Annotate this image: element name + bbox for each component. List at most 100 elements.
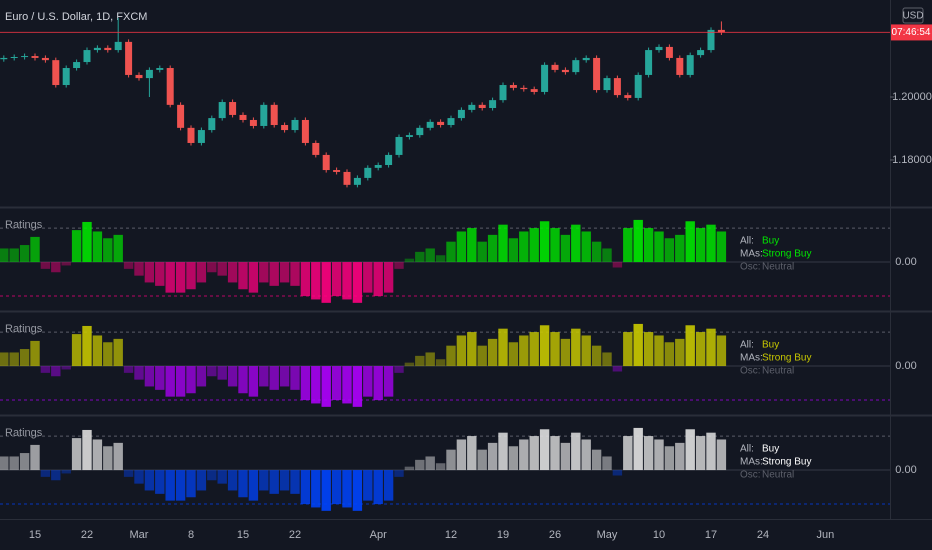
rating-bar	[103, 342, 113, 367]
rating-bar	[186, 366, 196, 394]
rating-bar	[508, 238, 519, 263]
rating-bar	[581, 231, 591, 263]
rating-bar	[623, 332, 633, 367]
rating-bar	[134, 262, 144, 276]
time-tick-label: 22	[81, 529, 93, 541]
rating-bar	[144, 366, 155, 387]
currency-box[interactable]	[902, 7, 924, 24]
rating-bar	[165, 470, 175, 501]
rating-bar	[519, 335, 529, 367]
candle-body	[322, 154, 330, 171]
rating-bar	[40, 262, 51, 269]
candle-body	[613, 78, 621, 96]
rating-bar	[238, 470, 248, 498]
rating-bar	[300, 366, 311, 401]
rating-bar	[113, 338, 123, 367]
rating-bar	[123, 262, 134, 269]
rating-bar	[51, 262, 61, 273]
rating-bar	[602, 352, 612, 367]
rating-bar	[529, 436, 539, 471]
rating-bar	[529, 228, 539, 263]
rating-bar	[155, 366, 165, 390]
time-tick-label: Jun	[817, 529, 835, 541]
candle-body	[624, 95, 632, 98]
candle-body	[156, 68, 164, 70]
legend-value: Strong Buy	[762, 353, 811, 364]
rating-bar	[269, 470, 279, 494]
rating-bar	[560, 338, 571, 367]
rating-bar	[82, 325, 92, 367]
rating-bar	[571, 328, 581, 367]
rating-bar	[706, 224, 716, 263]
rating-bar	[155, 262, 165, 286]
rating-bar	[259, 470, 269, 491]
candle-body	[509, 85, 517, 88]
rating-bar	[155, 470, 165, 494]
rating-bar	[591, 241, 602, 263]
legend-label: Osc:	[740, 470, 761, 481]
candle-body	[530, 89, 538, 92]
candle-body	[634, 74, 642, 98]
candle-body	[603, 78, 611, 91]
rating-bar	[227, 262, 238, 283]
rating-bar	[207, 470, 217, 481]
rating-bar	[134, 366, 144, 380]
candle-body	[665, 46, 673, 58]
rating-bar	[207, 366, 217, 377]
rating-bar	[529, 332, 539, 367]
rating-bar	[248, 262, 259, 293]
rating-bar	[477, 345, 487, 367]
rating-bar	[123, 470, 134, 477]
rating-bar	[259, 262, 269, 283]
rating-bar	[207, 262, 217, 273]
rating-bar	[279, 470, 290, 491]
rating-bar	[435, 463, 446, 471]
rating-bar	[415, 459, 425, 471]
rating-bar	[571, 224, 581, 263]
rating-bar	[633, 323, 643, 367]
rating-bar	[61, 366, 71, 370]
rating-bar	[716, 335, 727, 367]
rating-bar	[685, 325, 695, 367]
rating-bar	[425, 352, 435, 367]
candle-body	[582, 57, 590, 61]
rating-bar	[539, 429, 550, 471]
rating-bar	[623, 436, 633, 471]
rating-bar	[415, 251, 425, 263]
rating-bar	[716, 439, 727, 471]
rating-bar	[352, 366, 363, 407]
rating-bar	[695, 228, 706, 263]
rating-bar	[196, 262, 207, 283]
rating-bar	[51, 366, 61, 377]
rating-bar	[175, 262, 186, 293]
rating-bar	[508, 342, 519, 367]
rating-bar	[269, 366, 279, 390]
currency-label[interactable]: USD	[902, 11, 923, 22]
rating-bar	[238, 262, 248, 290]
candle-body	[83, 50, 91, 63]
time-tick-label: 24	[757, 529, 769, 541]
rating-bar	[321, 470, 331, 511]
candle-body	[520, 87, 528, 90]
candle-body	[499, 85, 507, 101]
rating-bar	[352, 262, 363, 303]
rating-bar	[363, 470, 373, 501]
time-tick-label: 15	[237, 529, 249, 541]
rating-bar	[227, 366, 238, 387]
rating-bar	[51, 470, 61, 481]
rating-bar	[9, 248, 19, 263]
candle-body	[312, 142, 320, 155]
time-tick-label: 8	[188, 529, 194, 541]
rating-bar	[9, 456, 19, 471]
rating-bar	[19, 453, 30, 471]
legend-label: MAs:	[740, 353, 763, 364]
legend-value: Neutral	[762, 262, 794, 273]
rating-bar	[61, 470, 71, 474]
candle-body	[395, 136, 403, 155]
time-tick-label: Mar	[130, 529, 149, 541]
rating-bar	[643, 228, 654, 263]
rating-bar	[186, 262, 196, 290]
time-tick-label: 10	[653, 529, 665, 541]
time-tick-label: 22	[289, 529, 301, 541]
